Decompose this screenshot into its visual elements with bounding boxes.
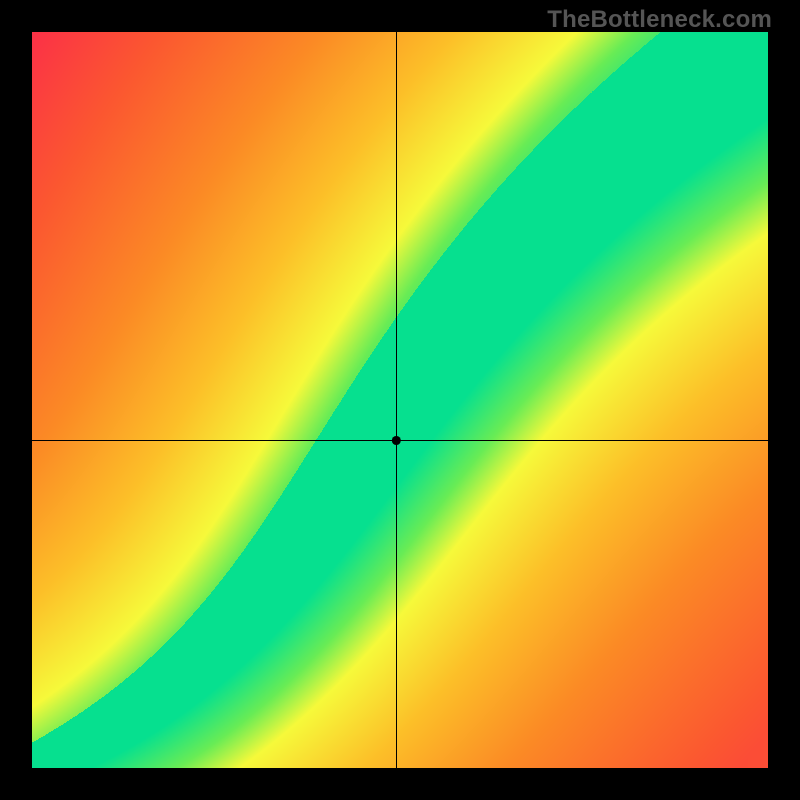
bottleneck-heatmap xyxy=(0,0,800,800)
watermark-text: TheBottleneck.com xyxy=(547,6,772,34)
